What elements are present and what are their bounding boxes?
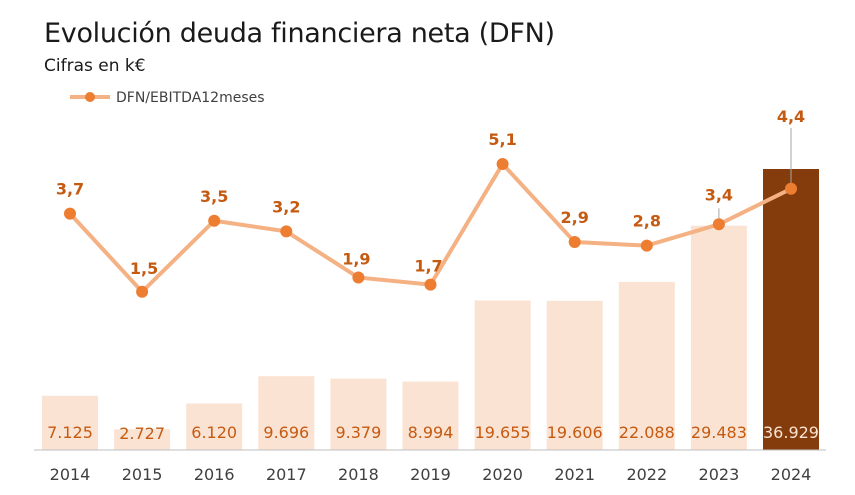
x-tick-label-2019: 2019 (410, 465, 451, 484)
ratio-marker-2024 (785, 182, 797, 195)
ratio-value-label-2014: 3,7 (56, 180, 84, 199)
bar-value-label-2019: 8.994 (408, 423, 454, 442)
bar-value-label-2023: 29.483 (691, 423, 747, 442)
bar-2019 (402, 381, 459, 450)
bar-2014 (42, 395, 98, 450)
bar-value-label-2017: 9.696 (263, 423, 309, 442)
ratio-value-label-2019: 1,7 (414, 257, 442, 276)
bar-value-label-2015: 2.727 (119, 424, 165, 443)
x-tick-label-2022: 2022 (626, 465, 667, 484)
ratio-marker-2022 (640, 239, 653, 252)
bar-2023 (690, 225, 747, 450)
x-axis: 2014 2015 2016 2017 2018 2019 2020 2021 2022 2023… (34, 449, 826, 484)
bar-value-label-2016: 6.120 (191, 423, 237, 442)
x-tick-label-2021: 2021 (554, 465, 595, 484)
chart-subtitle: Cifras en k€ (44, 56, 146, 76)
x-tick-label-2017: 2017 (266, 465, 307, 484)
ratio-value-label-2018: 1,9 (342, 250, 370, 269)
bar-value-label-2018: 9.379 (335, 423, 381, 442)
legend-marker-swatch (85, 92, 95, 102)
ratio-marker-2018 (352, 271, 365, 284)
ratio-marker-2021 (568, 236, 581, 249)
ratio-marker-2015 (136, 285, 149, 298)
ratio-value-label-2016: 3,5 (200, 187, 228, 206)
ratio-value-label-2021: 2,9 (561, 208, 589, 227)
ratio-value-label-2017: 3,2 (272, 197, 300, 216)
bar-value-label-2020: 19.655 (475, 423, 531, 442)
ratio-value-label-2020: 5,1 (488, 130, 516, 149)
ratio-marker-2016 (208, 214, 221, 227)
bar-value-label-2022: 22.088 (619, 423, 675, 442)
ratio-marker-2019 (424, 278, 437, 291)
bar-2022 (618, 281, 675, 450)
bar-2021 (546, 300, 603, 450)
ratio-value-label-2015: 1,5 (130, 259, 158, 278)
x-tick-label-2023: 2023 (699, 465, 740, 484)
ratio-marker-2014 (64, 207, 76, 220)
bar-2024 (763, 169, 819, 450)
x-tick-label-2018: 2018 (338, 465, 379, 484)
x-tick-label-2014: 2014 (50, 465, 91, 484)
bar-value-label-2024: 36.929 (763, 423, 819, 442)
chart-title: Evolución deuda financiera neta (DFN) (44, 18, 555, 49)
ratio-marker-2023 (712, 218, 725, 231)
bar-2020 (474, 300, 531, 450)
bar-2015 (114, 429, 171, 450)
bar-value-label-2014: 7.125 (47, 423, 93, 442)
ratio-marker-2020 (496, 157, 509, 170)
x-tick-label-2015: 2015 (122, 465, 163, 484)
ratio-value-label-2022: 2,8 (633, 212, 661, 231)
bar-2016 (186, 403, 243, 450)
x-tick-label-2016: 2016 (194, 465, 235, 484)
legend-label: DFN/EBITDA12meses (116, 90, 265, 106)
ratio-marker-2017 (280, 225, 293, 238)
legend: DFN/EBITDA12meses (70, 90, 265, 106)
ratio-value-label-2024: 4,4 (777, 107, 805, 126)
bar-value-label-2021: 19.606 (547, 423, 603, 442)
bars-layer: 7.125 2.727 6.120 9.696 9.379 8.994 19.655 19.6… (42, 169, 819, 450)
bar-2018 (330, 378, 387, 450)
bar-2017 (258, 376, 315, 450)
x-tick-label-2020: 2020 (482, 465, 523, 484)
line-layer: 3,7 1,5 3,5 3,2 1,9 1,7 5,1 2,9 2,8 3,4 4,4 (56, 107, 805, 298)
x-tick-label-2024: 2024 (771, 465, 812, 484)
ratio-value-label-2023: 3,4 (705, 185, 733, 204)
